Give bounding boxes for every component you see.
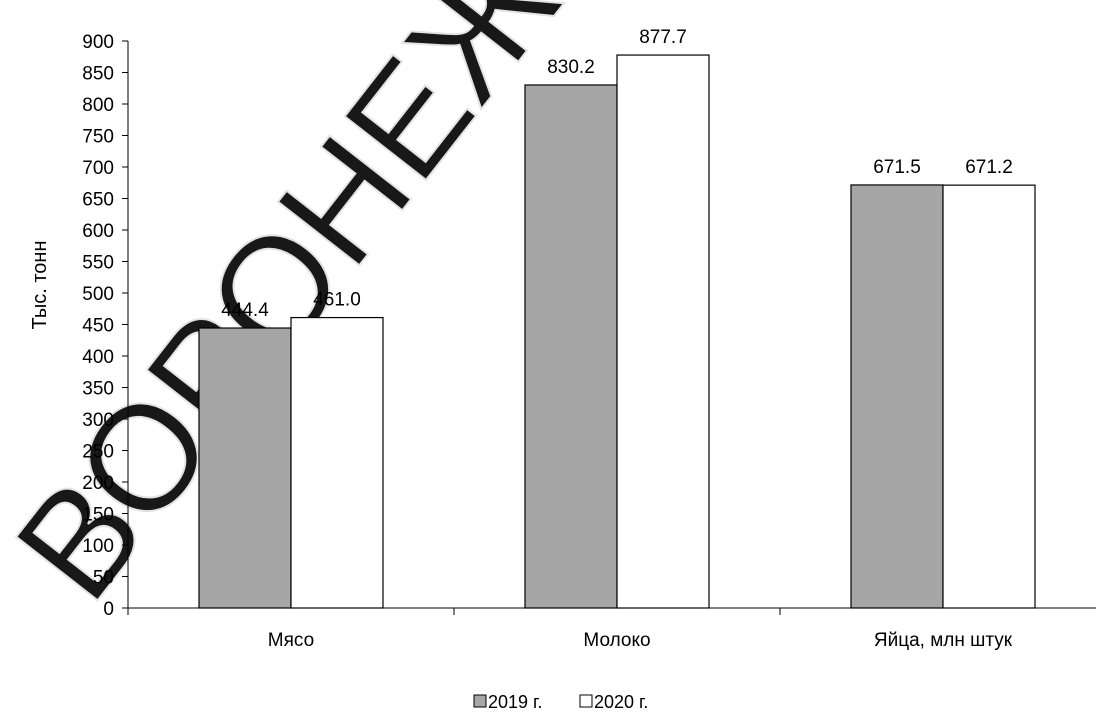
bar <box>850 184 944 609</box>
legend-swatch <box>579 694 593 708</box>
y-tick-label: 400 <box>82 347 114 368</box>
bar <box>524 84 618 609</box>
y-tick-label: 350 <box>82 379 114 400</box>
y-tick-label: 100 <box>82 536 114 557</box>
y-tick-label: 200 <box>82 473 114 494</box>
legend: 2019 г. 2020 г. <box>473 692 648 712</box>
legend-label: 2019 г. <box>488 692 542 712</box>
y-tick-label: 0 <box>103 599 114 620</box>
y-tick-label: 700 <box>82 158 114 179</box>
bar <box>290 316 384 609</box>
data-label: 461.0 <box>313 290 361 311</box>
data-label: 877.7 <box>639 27 687 48</box>
bar <box>198 327 292 609</box>
y-tick-label: 750 <box>82 127 114 148</box>
bar <box>942 184 1036 609</box>
y-tick-label: 300 <box>82 410 114 431</box>
y-tick-label: 150 <box>82 505 114 526</box>
y-tick-label: 250 <box>82 442 114 463</box>
bar <box>616 54 710 609</box>
plot-area: 0 50 100 150 200 250 300 350 400 450 500 550 600 650 7… <box>82 27 1096 651</box>
y-tick-label: 650 <box>82 190 114 211</box>
x-tick-label: Яйца, млн штук <box>874 630 1013 651</box>
y-tick-label: 850 <box>82 64 114 85</box>
x-tick-label: Мясо <box>268 630 314 651</box>
data-label: 830.2 <box>547 57 595 78</box>
y-tick-label: 50 <box>93 568 114 589</box>
data-label: 671.5 <box>873 157 921 178</box>
y-tick-label: 600 <box>82 221 114 242</box>
legend-swatch <box>473 694 487 708</box>
y-tick-label: 550 <box>82 253 114 274</box>
y-tick-label: 800 <box>82 95 114 116</box>
legend-label: 2020 г. <box>594 692 648 712</box>
y-tick-label: 450 <box>82 316 114 337</box>
data-label: 671.2 <box>965 157 1013 178</box>
y-tick-label: 900 <box>82 32 114 53</box>
x-tick-label: Молоко <box>583 630 650 651</box>
y-axis-label: Тыс. тонн <box>29 241 51 330</box>
y-tick-label: 500 <box>82 284 114 305</box>
data-label: 444.4 <box>221 300 269 321</box>
